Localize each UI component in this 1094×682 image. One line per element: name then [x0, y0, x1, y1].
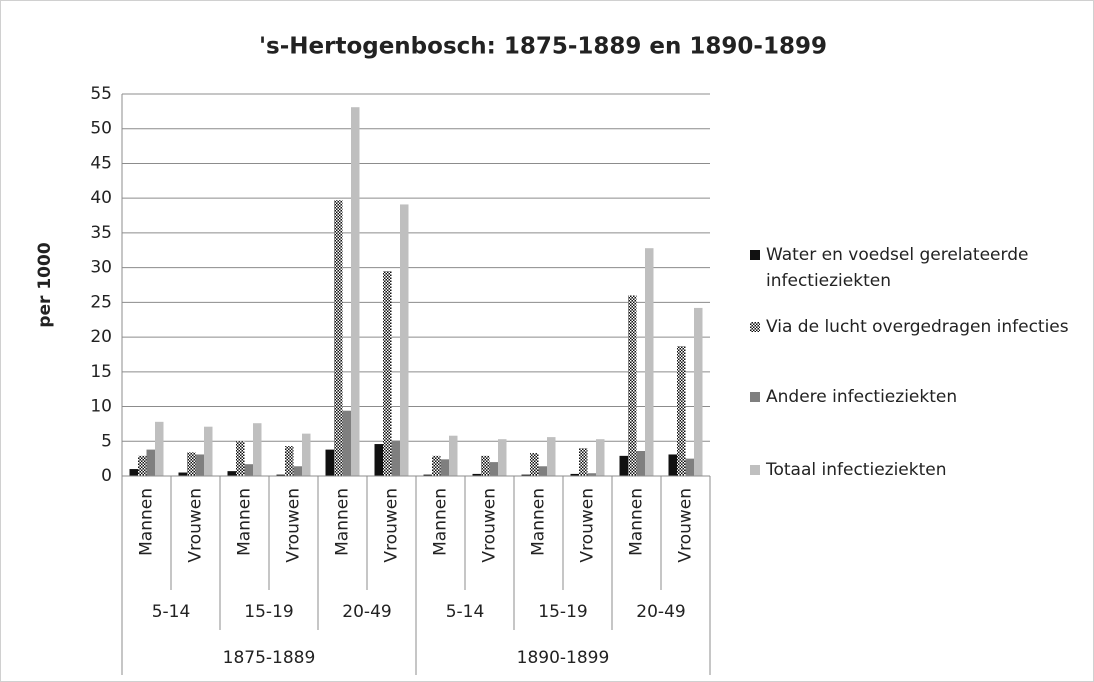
legend-entry: Via de lucht overgedragen infecties — [750, 314, 1080, 340]
x-tick-label: Vrouwen — [186, 488, 206, 563]
age-group-label: 5-14 — [446, 602, 485, 622]
x-tick-label: Vrouwen — [578, 488, 598, 563]
x-tick-label: Mannen — [431, 488, 451, 556]
legend-label: Andere infectieziekten — [766, 387, 958, 407]
bar — [227, 471, 236, 476]
bar — [498, 439, 507, 476]
bar — [129, 469, 138, 476]
bar — [694, 307, 703, 476]
bar — [587, 473, 596, 476]
bar — [383, 271, 392, 476]
x-tick-label: Mannen — [235, 488, 255, 556]
bar — [547, 437, 556, 476]
bar — [628, 295, 637, 476]
period-label: 1875-1889 — [223, 648, 316, 668]
bar — [374, 444, 383, 476]
bar — [596, 439, 605, 476]
x-tick-label: Mannen — [529, 488, 549, 556]
bar — [253, 423, 262, 476]
y-tick-label: 40 — [90, 188, 112, 208]
bar — [489, 462, 498, 476]
y-tick-label: 50 — [90, 119, 112, 139]
y-tick-label: 5 — [101, 431, 112, 451]
bar — [155, 421, 164, 476]
y-tick-label: 0 — [101, 466, 112, 486]
y-tick-label: 10 — [90, 397, 112, 417]
age-group-label: 20-49 — [342, 602, 391, 622]
y-tick-label: 15 — [90, 362, 112, 382]
age-group-label: 20-49 — [636, 602, 685, 622]
bar — [285, 446, 294, 476]
y-tick-label: 30 — [90, 258, 112, 278]
bar — [440, 459, 449, 476]
bar — [538, 466, 547, 476]
bar — [619, 455, 628, 476]
bar — [391, 440, 400, 476]
legend-entry: Water en voedsel gerelateerde infectiezi… — [750, 242, 1080, 294]
bar — [244, 464, 253, 476]
bar — [481, 455, 490, 476]
age-group-label: 15-19 — [244, 602, 293, 622]
bar — [325, 449, 334, 476]
x-tick-label: Vrouwen — [480, 488, 500, 563]
bar — [342, 410, 351, 476]
y-tick-label: 25 — [90, 292, 112, 312]
y-tick-label: 55 — [90, 84, 112, 104]
bar — [530, 453, 539, 476]
bar — [334, 200, 343, 477]
legend-swatch — [750, 392, 760, 402]
legend-swatch — [750, 465, 760, 475]
bar — [302, 433, 311, 476]
chart-title: 's-Hertogenbosch: 1875-1889 en 1890-1899 — [259, 34, 827, 60]
bar — [293, 466, 302, 476]
bar — [400, 204, 409, 476]
x-tick-label: Vrouwen — [382, 488, 402, 563]
legend-entry: Andere infectieziekten — [750, 384, 1080, 410]
bar — [645, 248, 654, 476]
bar — [195, 454, 204, 476]
y-tick-label: 45 — [90, 153, 112, 173]
legend-label: Totaal infectieziekten — [766, 460, 947, 480]
bar — [204, 426, 213, 476]
bar — [668, 454, 677, 476]
legend-swatch — [750, 250, 760, 260]
x-tick-label: Vrouwen — [284, 488, 304, 563]
legend-entry: Totaal infectieziekten — [750, 457, 1080, 483]
bar — [146, 449, 155, 476]
y-tick-label: 20 — [90, 327, 112, 347]
bar — [351, 107, 360, 477]
x-tick-label: Mannen — [627, 488, 647, 556]
bar — [138, 455, 147, 476]
y-tick-label: 35 — [90, 223, 112, 243]
legend-label: Water en voedsel gerelateerde infectiezi… — [766, 245, 1029, 291]
age-group-label: 15-19 — [538, 602, 587, 622]
bar — [276, 474, 285, 476]
bar — [449, 435, 458, 476]
bar — [677, 346, 686, 476]
legend-swatch — [750, 322, 760, 332]
age-group-label: 5-14 — [152, 602, 191, 622]
period-label: 1890-1899 — [517, 648, 610, 668]
bar — [236, 441, 245, 476]
bar — [685, 458, 694, 476]
bar — [636, 450, 645, 476]
bar — [423, 474, 432, 476]
bar — [178, 472, 187, 476]
bar — [432, 455, 441, 476]
bar — [579, 448, 588, 476]
bar — [521, 474, 530, 476]
x-tick-label: Mannen — [333, 488, 353, 556]
y-axis-label: per 1000 — [35, 242, 55, 327]
bar — [472, 473, 481, 476]
bar — [187, 452, 196, 476]
x-tick-label: Vrouwen — [676, 488, 696, 563]
x-tick-label: Mannen — [137, 488, 157, 556]
bar — [570, 473, 579, 476]
legend-label: Via de lucht overgedragen infecties — [766, 317, 1069, 337]
